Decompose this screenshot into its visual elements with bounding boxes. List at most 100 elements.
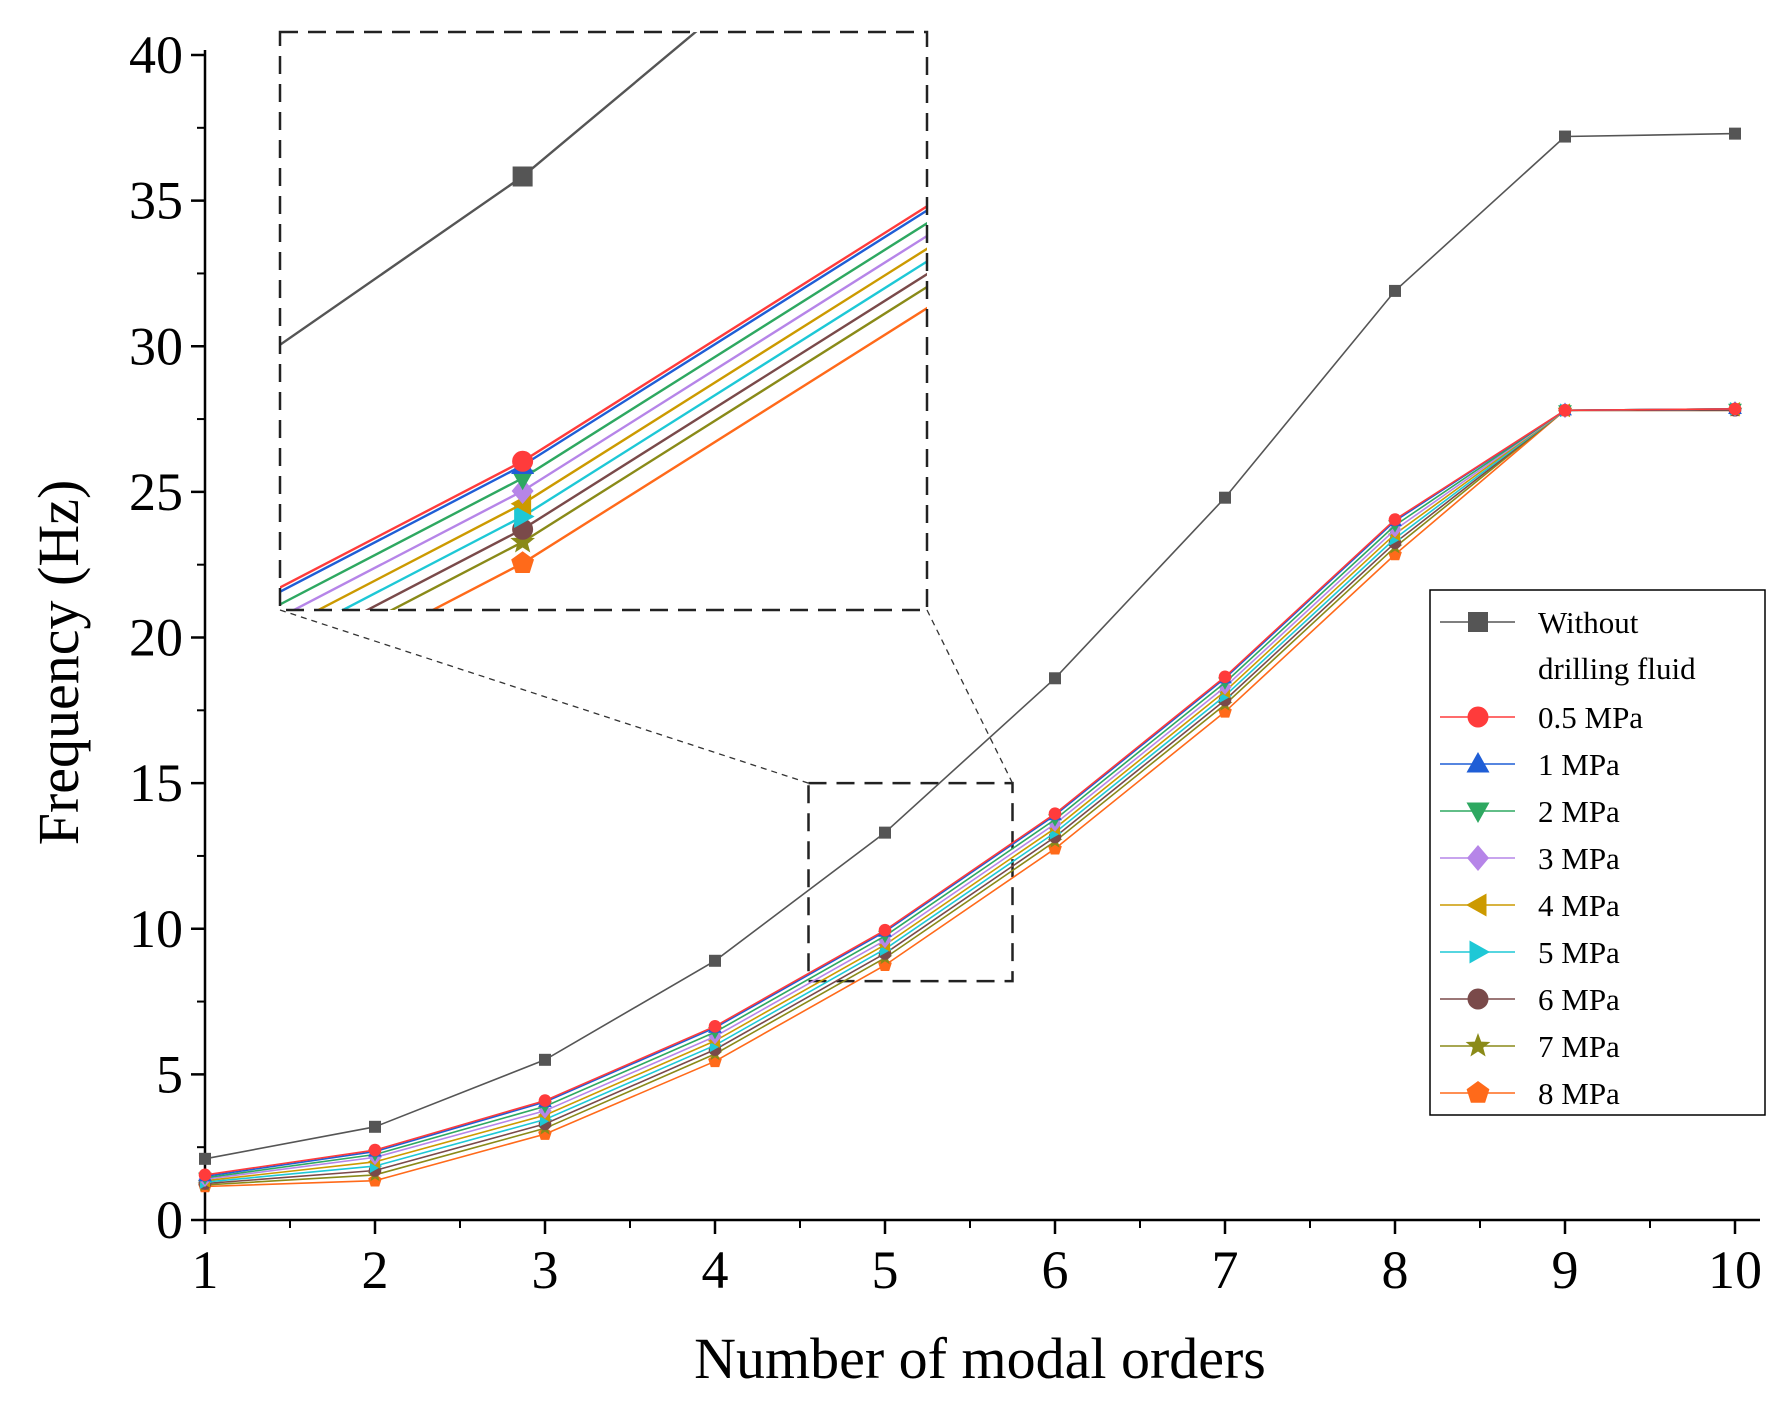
tick-labels: 1 2 3 4 5 6 7 8 9 10 0 5 10 15 20 25 30 35 40 <box>129 25 1762 1300</box>
y-tick-label: 0 <box>156 1190 183 1250</box>
data-point <box>1219 491 1231 504</box>
legend-marker <box>1467 988 1489 1010</box>
legend-label: 7 MPa <box>1538 1029 1620 1064</box>
x-axis-title: Number of modal orders <box>694 1326 1266 1391</box>
legend-entry: 8 MPa <box>1440 1076 1620 1111</box>
legend-entry: 2 MPa <box>1440 794 1620 829</box>
legend-marker <box>1467 706 1489 728</box>
data-point <box>198 1168 212 1182</box>
y-tick-label: 15 <box>129 753 183 813</box>
x-tick-label: 2 <box>362 1240 389 1300</box>
series-line <box>204 408 1736 1179</box>
x-tick-label: 3 <box>532 1240 559 1300</box>
legend-entry: 3 MPa <box>1440 841 1620 876</box>
inset-line <box>340 260 927 610</box>
legend-entry: 6 MPa <box>1440 982 1620 1017</box>
x-tick-label: 7 <box>1212 1240 1239 1300</box>
zoom-inset-box <box>278 30 929 612</box>
data-point <box>1049 672 1061 685</box>
inset-line <box>364 272 927 610</box>
inset-point <box>511 469 535 491</box>
x-tick-label: 10 <box>1708 1240 1762 1300</box>
series-line <box>204 409 1735 1185</box>
legend-label: 6 MPa <box>1538 982 1620 1017</box>
y-tick-label: 20 <box>129 608 183 668</box>
legend-entry: 0.5 MPa <box>1440 700 1643 735</box>
data-point <box>538 1094 552 1107</box>
x-tick-label: 8 <box>1382 1240 1409 1300</box>
data-point <box>1728 402 1742 416</box>
legend-label: 3 MPa <box>1538 841 1620 876</box>
legend-entry: 4 MPa <box>1440 888 1620 923</box>
series-without-drilling-fluid <box>199 127 1741 1165</box>
legend-marker <box>1465 1033 1491 1057</box>
legend-label: drilling fluid <box>1538 651 1696 686</box>
inset-line <box>291 234 927 610</box>
y-axis-title: Frequency (Hz) <box>26 480 91 846</box>
legend-marker <box>1466 802 1490 823</box>
legend-marker <box>1466 893 1487 917</box>
inset-point <box>511 478 534 504</box>
inset-point <box>512 166 533 187</box>
data-point <box>538 1126 552 1140</box>
series-line <box>204 408 1736 1183</box>
data-point <box>369 1120 381 1133</box>
legend: Without drilling fluid 0.5 MPa 1 MPa 2 MPa 3 … <box>1429 589 1766 1116</box>
series-line <box>204 409 1735 1188</box>
legend-entry: 5 MPa <box>1440 935 1620 970</box>
inset-point <box>512 450 534 472</box>
series-group <box>197 127 1743 1193</box>
legend-box <box>1429 589 1766 1116</box>
legend-label: 4 MPa <box>1538 888 1620 923</box>
inset-line <box>280 32 698 347</box>
inset-line <box>430 306 927 610</box>
series-line <box>204 408 1736 1176</box>
data-point <box>1559 130 1571 143</box>
inset-point <box>510 529 535 553</box>
legend-marker <box>1469 940 1490 964</box>
zoom-inset <box>278 30 1014 983</box>
data-point <box>1048 807 1062 821</box>
inset-line <box>280 221 927 606</box>
x-tick-label: 9 <box>1552 1240 1579 1300</box>
series-line <box>204 408 1736 1180</box>
inset-point <box>514 505 535 528</box>
zoom-source-box <box>807 781 1014 983</box>
inset-line <box>280 209 927 594</box>
data-point <box>878 923 892 937</box>
legend-marker <box>1467 845 1489 871</box>
x-tick-label: 5 <box>872 1240 899 1300</box>
inset-line <box>280 204 927 589</box>
series-line <box>204 409 1735 1186</box>
legend-entry: 7 MPa <box>1440 1029 1620 1064</box>
y-tick-label: 40 <box>129 25 183 85</box>
series-line <box>204 408 1736 1182</box>
x-tick-label: 1 <box>192 1240 219 1300</box>
data-point <box>1218 670 1232 684</box>
data-point <box>1729 127 1741 140</box>
zoom-connector <box>926 609 1014 784</box>
legend-marker <box>1468 612 1488 632</box>
inset-line <box>315 247 927 610</box>
data-point <box>199 1152 211 1165</box>
y-tick-label: 35 <box>129 171 183 231</box>
x-tick-label: 4 <box>702 1240 729 1300</box>
legend-entry: 1 MPa <box>1440 747 1620 782</box>
inset-point <box>511 551 534 573</box>
legend-label: 2 MPa <box>1538 794 1620 829</box>
data-point <box>708 1020 722 1033</box>
data-point <box>539 1053 551 1066</box>
legend-marker <box>1466 1081 1490 1103</box>
inset-line <box>389 285 927 610</box>
zoom-connector <box>279 609 809 784</box>
data-point <box>1388 513 1402 526</box>
inset-series <box>280 32 927 610</box>
legend-marker <box>1466 752 1490 773</box>
series-line <box>204 132 1736 1160</box>
data-point <box>1558 404 1572 417</box>
y-tick-label: 25 <box>129 462 183 522</box>
data-point <box>1389 284 1401 297</box>
data-point <box>368 1143 382 1157</box>
legend-label: 5 MPa <box>1538 935 1620 970</box>
